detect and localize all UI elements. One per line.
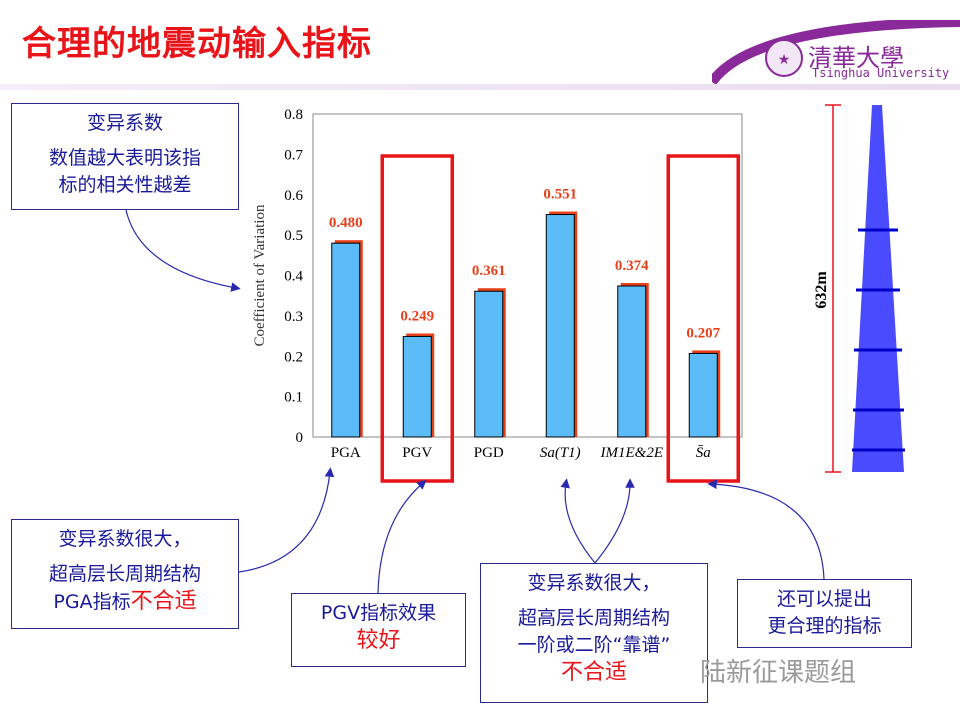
x-tick-label: PGD	[474, 445, 504, 461]
bar	[331, 242, 361, 438]
y-tick-label: 0.8	[284, 107, 303, 123]
watermark: 陆新征课题组	[700, 658, 857, 688]
bar	[474, 290, 504, 438]
bar-value-label: 0.207	[686, 325, 720, 341]
svg-text:★: ★	[778, 53, 791, 68]
y-axis-label: Coefficient of Variation	[252, 204, 268, 346]
bar-value-label: 0.374	[615, 258, 649, 274]
callout-text: 标的相关性越差	[58, 174, 192, 196]
callout-red-text: 不合适	[560, 660, 627, 685]
logo-en: Tsinghua University	[812, 66, 950, 80]
bar	[617, 285, 647, 438]
callout-pga: 变异系数很大， 超高层长周期结构 PGA指标不合适	[11, 519, 239, 629]
callout-text: PGV指标效果	[320, 602, 437, 624]
title-divider	[0, 84, 960, 90]
bar-value-label: 0.551	[543, 187, 577, 203]
y-tick-label: 0.2	[284, 349, 303, 365]
callout-cov: 变异系数 数值越大表明该指 标的相关性越差	[11, 103, 239, 210]
y-tick-label: 0.6	[284, 188, 303, 204]
callout-sa: 变异系数很大， 超高层长周期结构 一阶或二阶“靠谱” 不合适	[480, 563, 708, 703]
y-tick-label: 0.4	[284, 269, 303, 285]
tower-height-label: 632m	[813, 271, 830, 309]
y-tick-label: 0.7	[284, 147, 303, 163]
callout-text: 一阶或二阶“靠谱”	[517, 634, 671, 656]
bar-value-label: 0.480	[329, 215, 363, 231]
bar	[545, 214, 575, 438]
logo-cn: 清華大學	[808, 44, 904, 72]
callout-text: 变异系数	[86, 112, 163, 134]
callout-text: 更合理的指标	[767, 615, 882, 637]
x-tick-label: PGA	[331, 445, 361, 461]
y-tick-label: 0	[296, 430, 304, 446]
tower-illustration: 632m	[813, 104, 905, 473]
callout-text: 变异系数很大，	[527, 572, 661, 594]
highlight-box	[666, 154, 740, 483]
callout-text: 超高层长周期结构	[517, 607, 670, 629]
slide-title: 合理的地震动输入指标	[22, 24, 372, 64]
y-tick-label: 0.5	[284, 228, 303, 244]
callout-red-text: 较好	[356, 628, 401, 653]
callout-red-text: 不合适	[130, 589, 197, 614]
x-tick-label: S̄a	[696, 445, 711, 461]
x-tick-label: PGV	[402, 445, 432, 461]
bar	[688, 352, 718, 438]
tsinghua-logo: ★ 清華大學 Tsinghua University	[707, 17, 960, 86]
bar	[402, 335, 432, 438]
y-tick-label: 0.1	[284, 390, 303, 406]
callout-text: 还可以提出	[776, 588, 872, 610]
bar-value-label: 0.361	[472, 263, 506, 279]
bar-value-label: 0.249	[400, 308, 434, 324]
callout-text: 变异系数很大，	[58, 528, 192, 550]
callout-text: 超高层长周期结构	[48, 563, 201, 585]
callout-sabar: 还可以提出 更合理的指标	[737, 579, 912, 648]
x-tick-label: Sa(T1)	[540, 445, 581, 461]
callout-pgv: PGV指标效果 较好	[291, 593, 466, 667]
plot-area	[312, 113, 743, 438]
y-tick-label: 0.3	[284, 309, 303, 325]
callout-text: 数值越大表明该指	[48, 147, 201, 169]
callout-text: PGA指标	[53, 591, 131, 613]
x-tick-label: IM1E&2E	[600, 445, 663, 461]
